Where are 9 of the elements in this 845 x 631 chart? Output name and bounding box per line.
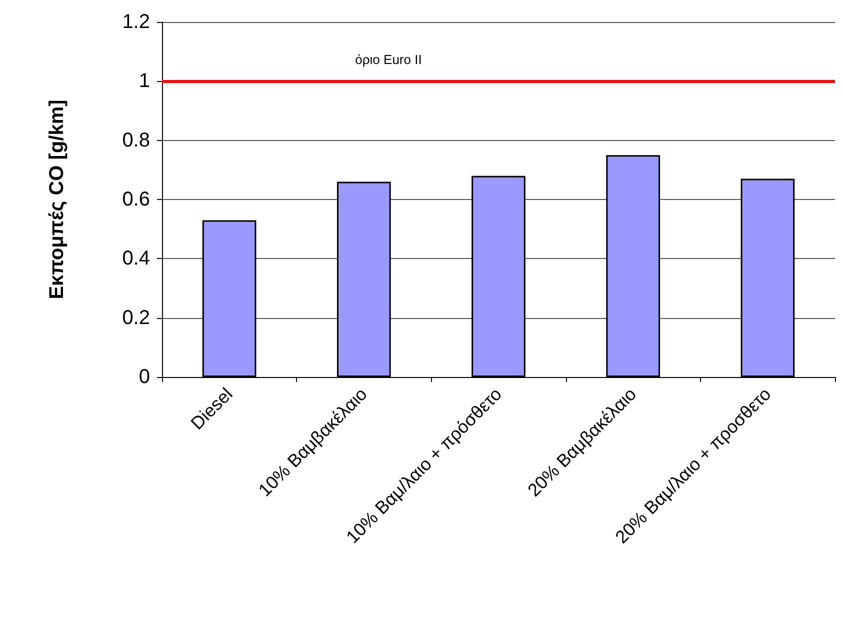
y-tick-label: 0.4 [122,248,150,270]
y-tick-label: 0.6 [122,188,150,210]
y-tick-label: 1.2 [122,11,150,33]
y-tick-label: 0.2 [122,306,150,329]
y-tick-label: 0.8 [122,129,150,152]
ref-line-label: όριο Euro II [355,52,422,68]
y-axis-title: Εκπομπές CO [g/km] [46,100,68,300]
y-tick-label: 1 [138,70,150,92]
y-tick-label: 0 [138,366,150,388]
